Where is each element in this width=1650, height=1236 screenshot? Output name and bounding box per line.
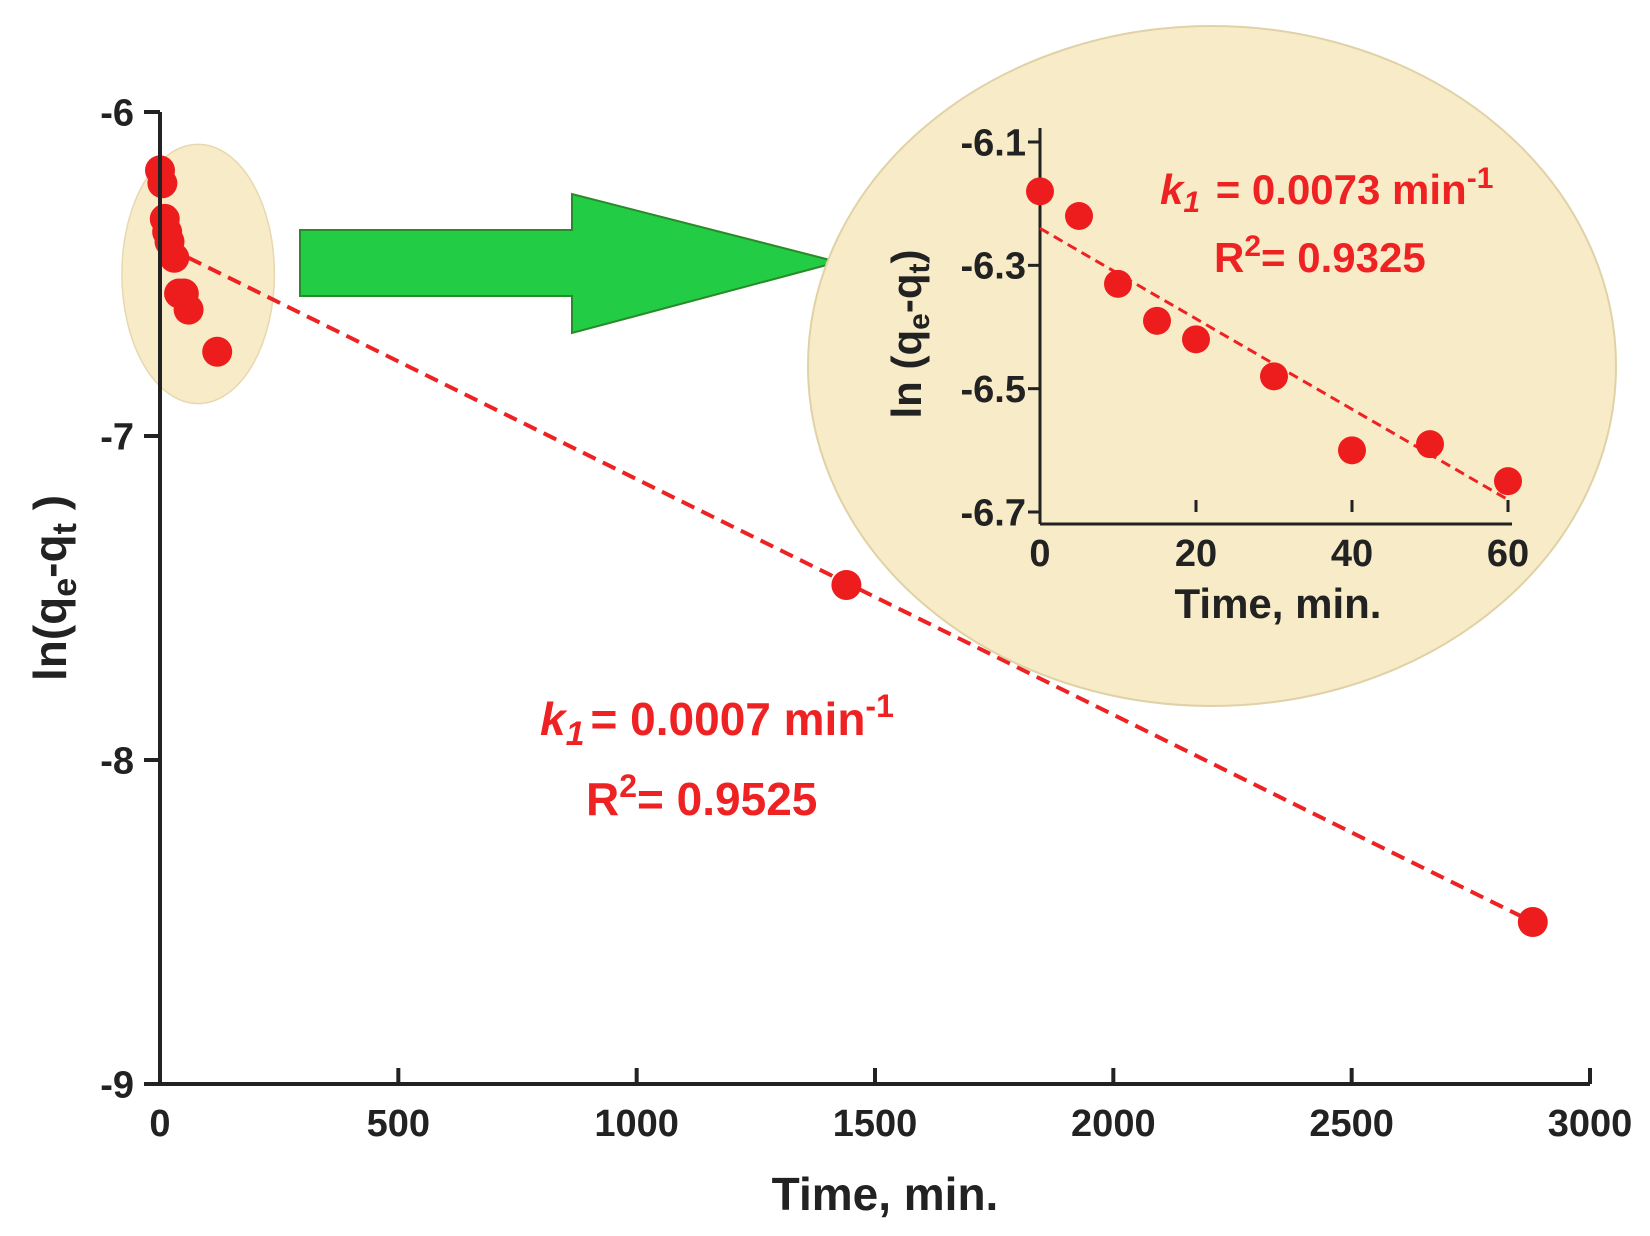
inset-data-point-4 <box>1182 325 1210 354</box>
inset-ellipse <box>807 25 1617 707</box>
inset-y-tick-label-3: -6.7 <box>961 492 1026 534</box>
main-y-tick-label-0: -6 <box>100 92 134 134</box>
main-points-layer <box>145 155 1548 937</box>
inset-ticks-layer: 0 20 40 60 -6.1 -6.3 -6.5 -6.7 <box>961 122 1530 575</box>
main-data-point-5 <box>159 242 190 273</box>
inset-x-axis-title: Time, min. <box>1175 580 1382 627</box>
main-highlight-ellipse <box>121 143 276 405</box>
inset-r2-label: R2= 0.9325 <box>1214 230 1426 282</box>
inset-data-point-2 <box>1104 269 1132 298</box>
inset-data-point-0 <box>1026 177 1054 206</box>
main-data-point-1 <box>147 168 178 199</box>
main-data-point-11 <box>1517 907 1548 937</box>
inset-x-tick-label-1: 20 <box>1175 533 1217 575</box>
inset-y-tick-label-0: -6.1 <box>961 122 1026 164</box>
main-k1-label: k1 = 0.0007 min-1 <box>540 688 894 752</box>
inset-k1-label: k1 = 0.0073 min-1 <box>1160 162 1493 220</box>
main-fit-line-layer <box>187 256 1534 924</box>
main-y-tick-label-2: -8 <box>100 740 134 782</box>
main-data-point-8 <box>173 294 204 325</box>
inset-data-point-3 <box>1143 306 1171 335</box>
inset-y-tick-label-1: -6.3 <box>961 246 1026 288</box>
main-x-tick-label-3: 1500 <box>833 1103 918 1145</box>
main-data-point-9 <box>202 336 233 367</box>
main-highlight-region <box>121 143 276 405</box>
main-x-tick-label-0: 0 <box>149 1103 170 1145</box>
inset-data-point-5 <box>1260 362 1288 391</box>
inset-data-point-7 <box>1416 430 1444 459</box>
main-x-tick-label-5: 2500 <box>1309 1103 1394 1145</box>
inset-x-tick-label-2: 40 <box>1331 533 1373 575</box>
main-x-tick-label-1: 500 <box>367 1103 430 1145</box>
main-x-tick-label-2: 1000 <box>594 1103 679 1145</box>
main-fit-line <box>187 256 1534 924</box>
main-y-tick-label-1: -7 <box>100 416 134 458</box>
main-ticks-layer: 0 500 1000 1500 2000 2500 3000 -6 -7 -8 -9 <box>100 92 1632 1145</box>
inset-y-tick-label-2: -6.5 <box>961 369 1026 411</box>
inset-data-point-8 <box>1494 467 1522 496</box>
inset-data-point-1 <box>1065 202 1093 230</box>
inset-annotation: k1 = 0.0073 min-1 R2= 0.9325 <box>1160 162 1493 282</box>
inset-points-layer <box>1026 177 1522 496</box>
main-annotation: k1 = 0.0007 min-1 R2= 0.9525 <box>540 688 894 825</box>
inset-data-point-6 <box>1338 436 1366 465</box>
main-y-axis-title: ln(qe-qt ) <box>24 495 84 681</box>
main-r2-label: R2= 0.9525 <box>586 768 817 825</box>
inset-x-tick-label-3: 60 <box>1487 533 1529 575</box>
main-x-axis-title: Time, min. <box>772 1168 999 1220</box>
inset-y-axis-title: ln (qe-qt) <box>883 250 936 419</box>
main-x-tick-label-4: 2000 <box>1071 1103 1156 1145</box>
zoom-arrow <box>299 192 842 335</box>
main-data-point-10 <box>831 570 862 601</box>
main-y-tick-label-3: -9 <box>100 1064 134 1106</box>
inset-x-tick-label-0: 0 <box>1029 533 1050 575</box>
main-x-tick-label-6: 3000 <box>1548 1103 1633 1145</box>
